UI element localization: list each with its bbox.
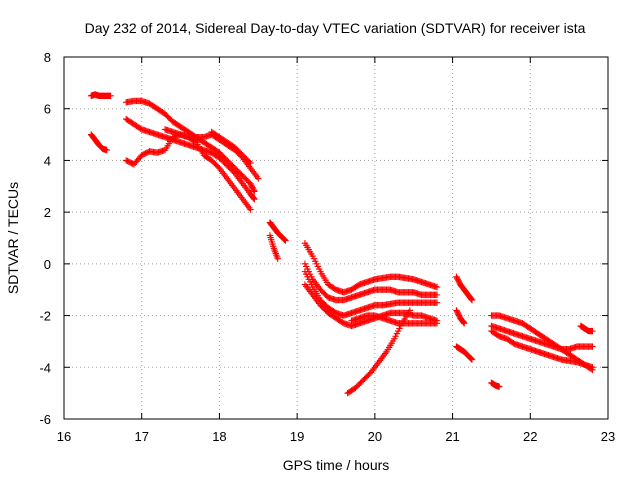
- data-point-markers: [453, 343, 476, 363]
- series-arc-o: [344, 307, 414, 397]
- data-point-markers: [301, 260, 441, 304]
- x-axis-label: GPS time / hours: [283, 457, 390, 473]
- plot-frame: [63, 56, 609, 420]
- data-points: [88, 91, 596, 397]
- x-tick-label: 19: [290, 429, 304, 444]
- series-arc-q: [453, 307, 468, 327]
- series-arc-v: [488, 327, 596, 371]
- y-tick-label: -2: [39, 309, 51, 324]
- series-arc-u: [488, 322, 596, 353]
- grid-lines: [64, 57, 608, 419]
- x-tick-label: 22: [523, 429, 537, 444]
- y-tick-label: 2: [44, 205, 51, 220]
- x-tick-label: 21: [445, 429, 459, 444]
- data-point-markers: [266, 219, 289, 244]
- data-point-markers: [208, 128, 254, 167]
- series-arc-w: [577, 322, 596, 335]
- y-axis-ticks: -6 -4 -2 0 2 4 6 8: [39, 50, 608, 427]
- series-arc-s: [488, 379, 503, 390]
- series-arc-k: [301, 260, 441, 304]
- data-point-markers: [488, 379, 503, 390]
- x-tick-label: 18: [212, 429, 226, 444]
- x-tick-label: 20: [368, 429, 382, 444]
- y-tick-label: 0: [44, 257, 51, 272]
- series-arc-a: [88, 91, 114, 99]
- x-tick-label: 16: [57, 429, 71, 444]
- data-point-markers: [577, 322, 596, 335]
- y-tick-label: 4: [44, 153, 51, 168]
- data-point-markers: [88, 131, 110, 154]
- series-arc-h: [266, 219, 289, 244]
- data-point-markers: [488, 322, 596, 353]
- data-point-markers: [301, 268, 441, 319]
- series-arc-b: [88, 131, 110, 154]
- data-point-markers: [266, 232, 281, 262]
- data-point-markers: [88, 91, 114, 99]
- y-tick-label: -4: [39, 360, 51, 375]
- data-point-markers: [301, 239, 441, 296]
- y-axis-label: SDTVAR / TECUs: [5, 182, 21, 294]
- series-arc-i: [266, 232, 281, 262]
- series-arc-l: [301, 268, 441, 319]
- chart-title: Day 232 of 2014, Sidereal Day-to-day VTE…: [85, 20, 586, 36]
- series-arc-g: [208, 128, 254, 167]
- x-tick-label: 17: [134, 429, 148, 444]
- data-point-markers: [453, 273, 476, 304]
- data-point-markers: [344, 307, 414, 397]
- x-tick-label: 23: [601, 429, 615, 444]
- data-point-markers: [453, 307, 468, 327]
- y-tick-label: -6: [39, 412, 51, 427]
- y-tick-label: 8: [44, 50, 51, 65]
- series-arc-r: [453, 343, 476, 363]
- x-axis-ticks: 16 17 18 19 20 21 22 23: [57, 57, 615, 444]
- series-arc-p: [453, 273, 476, 304]
- y-tick-label: 6: [44, 102, 51, 117]
- series-arc-j: [301, 239, 441, 296]
- data-point-markers: [488, 327, 596, 371]
